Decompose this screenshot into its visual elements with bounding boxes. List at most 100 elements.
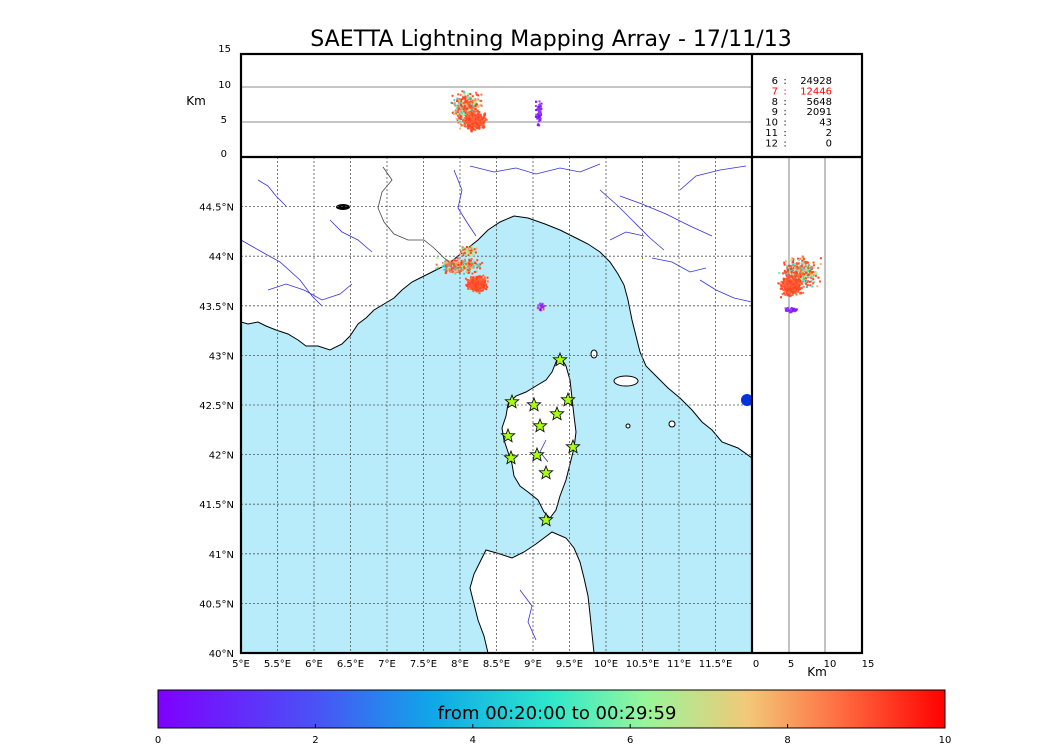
lightning-source <box>472 250 475 253</box>
lightning-source <box>807 266 810 269</box>
lightning-source <box>478 126 481 129</box>
lightning-source <box>472 105 475 108</box>
stat-separator: : <box>783 138 786 149</box>
lightning-source <box>780 296 782 299</box>
lightning-source <box>814 275 817 278</box>
lightning-source <box>450 268 453 271</box>
lightning-source <box>465 249 468 252</box>
lightning-source <box>803 269 806 272</box>
lightning-source <box>472 263 475 266</box>
lightning-source <box>478 282 481 285</box>
lightning-source <box>435 267 438 270</box>
lightning-source <box>784 307 787 310</box>
lightning-source <box>786 288 789 291</box>
lightning-source <box>783 289 786 292</box>
lightning-source <box>468 121 471 124</box>
lightning-source <box>481 123 484 126</box>
lightning-source <box>537 304 540 307</box>
lightning-source <box>800 275 803 278</box>
lightning-source <box>472 127 475 130</box>
small-island <box>668 420 676 428</box>
lightning-source <box>462 103 465 106</box>
longitude-tick-label: 10.5°E <box>626 659 660 670</box>
lightning-source <box>476 117 478 120</box>
right-xtick-10: 10 <box>824 659 837 670</box>
stat-source-count: 24928 <box>800 76 832 87</box>
lightning-source <box>474 98 477 101</box>
lightning-source <box>470 107 473 110</box>
lightning-source <box>485 118 488 121</box>
lightning-source <box>470 110 473 112</box>
lightning-source <box>470 286 473 289</box>
lightning-source <box>798 282 801 284</box>
lightning-source <box>469 127 472 130</box>
lightning-source <box>461 247 464 250</box>
lightning-source <box>470 114 473 117</box>
lightning-source <box>794 278 797 281</box>
lightning-source <box>819 280 821 283</box>
lightning-source <box>806 261 809 264</box>
lightning-source <box>482 126 485 129</box>
lightning-source <box>539 103 541 106</box>
lightning-source <box>463 90 465 93</box>
lightning-source <box>464 117 466 120</box>
lightning-source <box>788 276 791 279</box>
lightning-source <box>800 280 803 283</box>
lightning-source <box>476 105 479 108</box>
lightning-source <box>789 291 792 294</box>
lightning-source <box>450 265 453 268</box>
lightning-source <box>480 99 483 102</box>
lightning-source <box>539 305 542 308</box>
lightning-source <box>474 114 477 116</box>
lightning-source <box>477 281 479 284</box>
lightning-source <box>798 285 800 288</box>
lightning-source <box>535 109 538 112</box>
lightning-source <box>462 262 465 265</box>
lightning-source <box>790 265 793 268</box>
colorbar-tick-label: 4 <box>470 735 476 746</box>
lightning-source <box>462 120 465 122</box>
lightning-source <box>802 266 805 269</box>
lightning-source <box>794 263 796 265</box>
lightning-source <box>800 262 803 265</box>
lightning-source <box>469 96 471 99</box>
lightning-source <box>445 265 448 268</box>
lightning-source <box>456 257 459 260</box>
lightning-source <box>479 267 482 270</box>
longitude-tick-label: 9°E <box>524 659 542 670</box>
lightning-source <box>467 118 470 121</box>
lightning-source <box>796 282 799 285</box>
lightning-source <box>805 271 807 274</box>
offmap-marker <box>741 394 753 406</box>
lightning-source <box>470 126 473 129</box>
station-star-icon <box>500 427 516 443</box>
lightning-source <box>471 118 474 121</box>
lightning-source <box>460 259 463 262</box>
lightning-source <box>782 284 785 287</box>
lightning-source <box>454 104 457 107</box>
lightning-source <box>467 115 470 118</box>
lightning-source <box>537 114 540 117</box>
station-star-icon <box>504 393 520 409</box>
lightning-source <box>467 283 470 286</box>
lightning-source <box>792 261 795 264</box>
lightning-source <box>477 94 480 97</box>
lightning-source <box>786 278 789 281</box>
lightning-source <box>480 93 483 96</box>
lightning-source <box>467 102 470 105</box>
lightning-source <box>474 112 477 115</box>
lightning-source <box>790 282 793 285</box>
lightning-source <box>541 307 544 310</box>
lightning-source <box>454 266 457 269</box>
lightning-source <box>467 254 470 257</box>
lightning-source <box>481 278 484 281</box>
lightning-source <box>459 93 462 96</box>
lightning-source <box>459 262 462 264</box>
lightning-source <box>463 258 466 261</box>
lightning-source <box>458 99 461 102</box>
lightning-source <box>473 113 475 116</box>
lightning-source <box>482 282 485 284</box>
lightning-source <box>459 112 462 115</box>
lightning-source <box>444 260 447 263</box>
colorbar-ticks: 0 2 4 6 8 10 <box>155 724 951 746</box>
